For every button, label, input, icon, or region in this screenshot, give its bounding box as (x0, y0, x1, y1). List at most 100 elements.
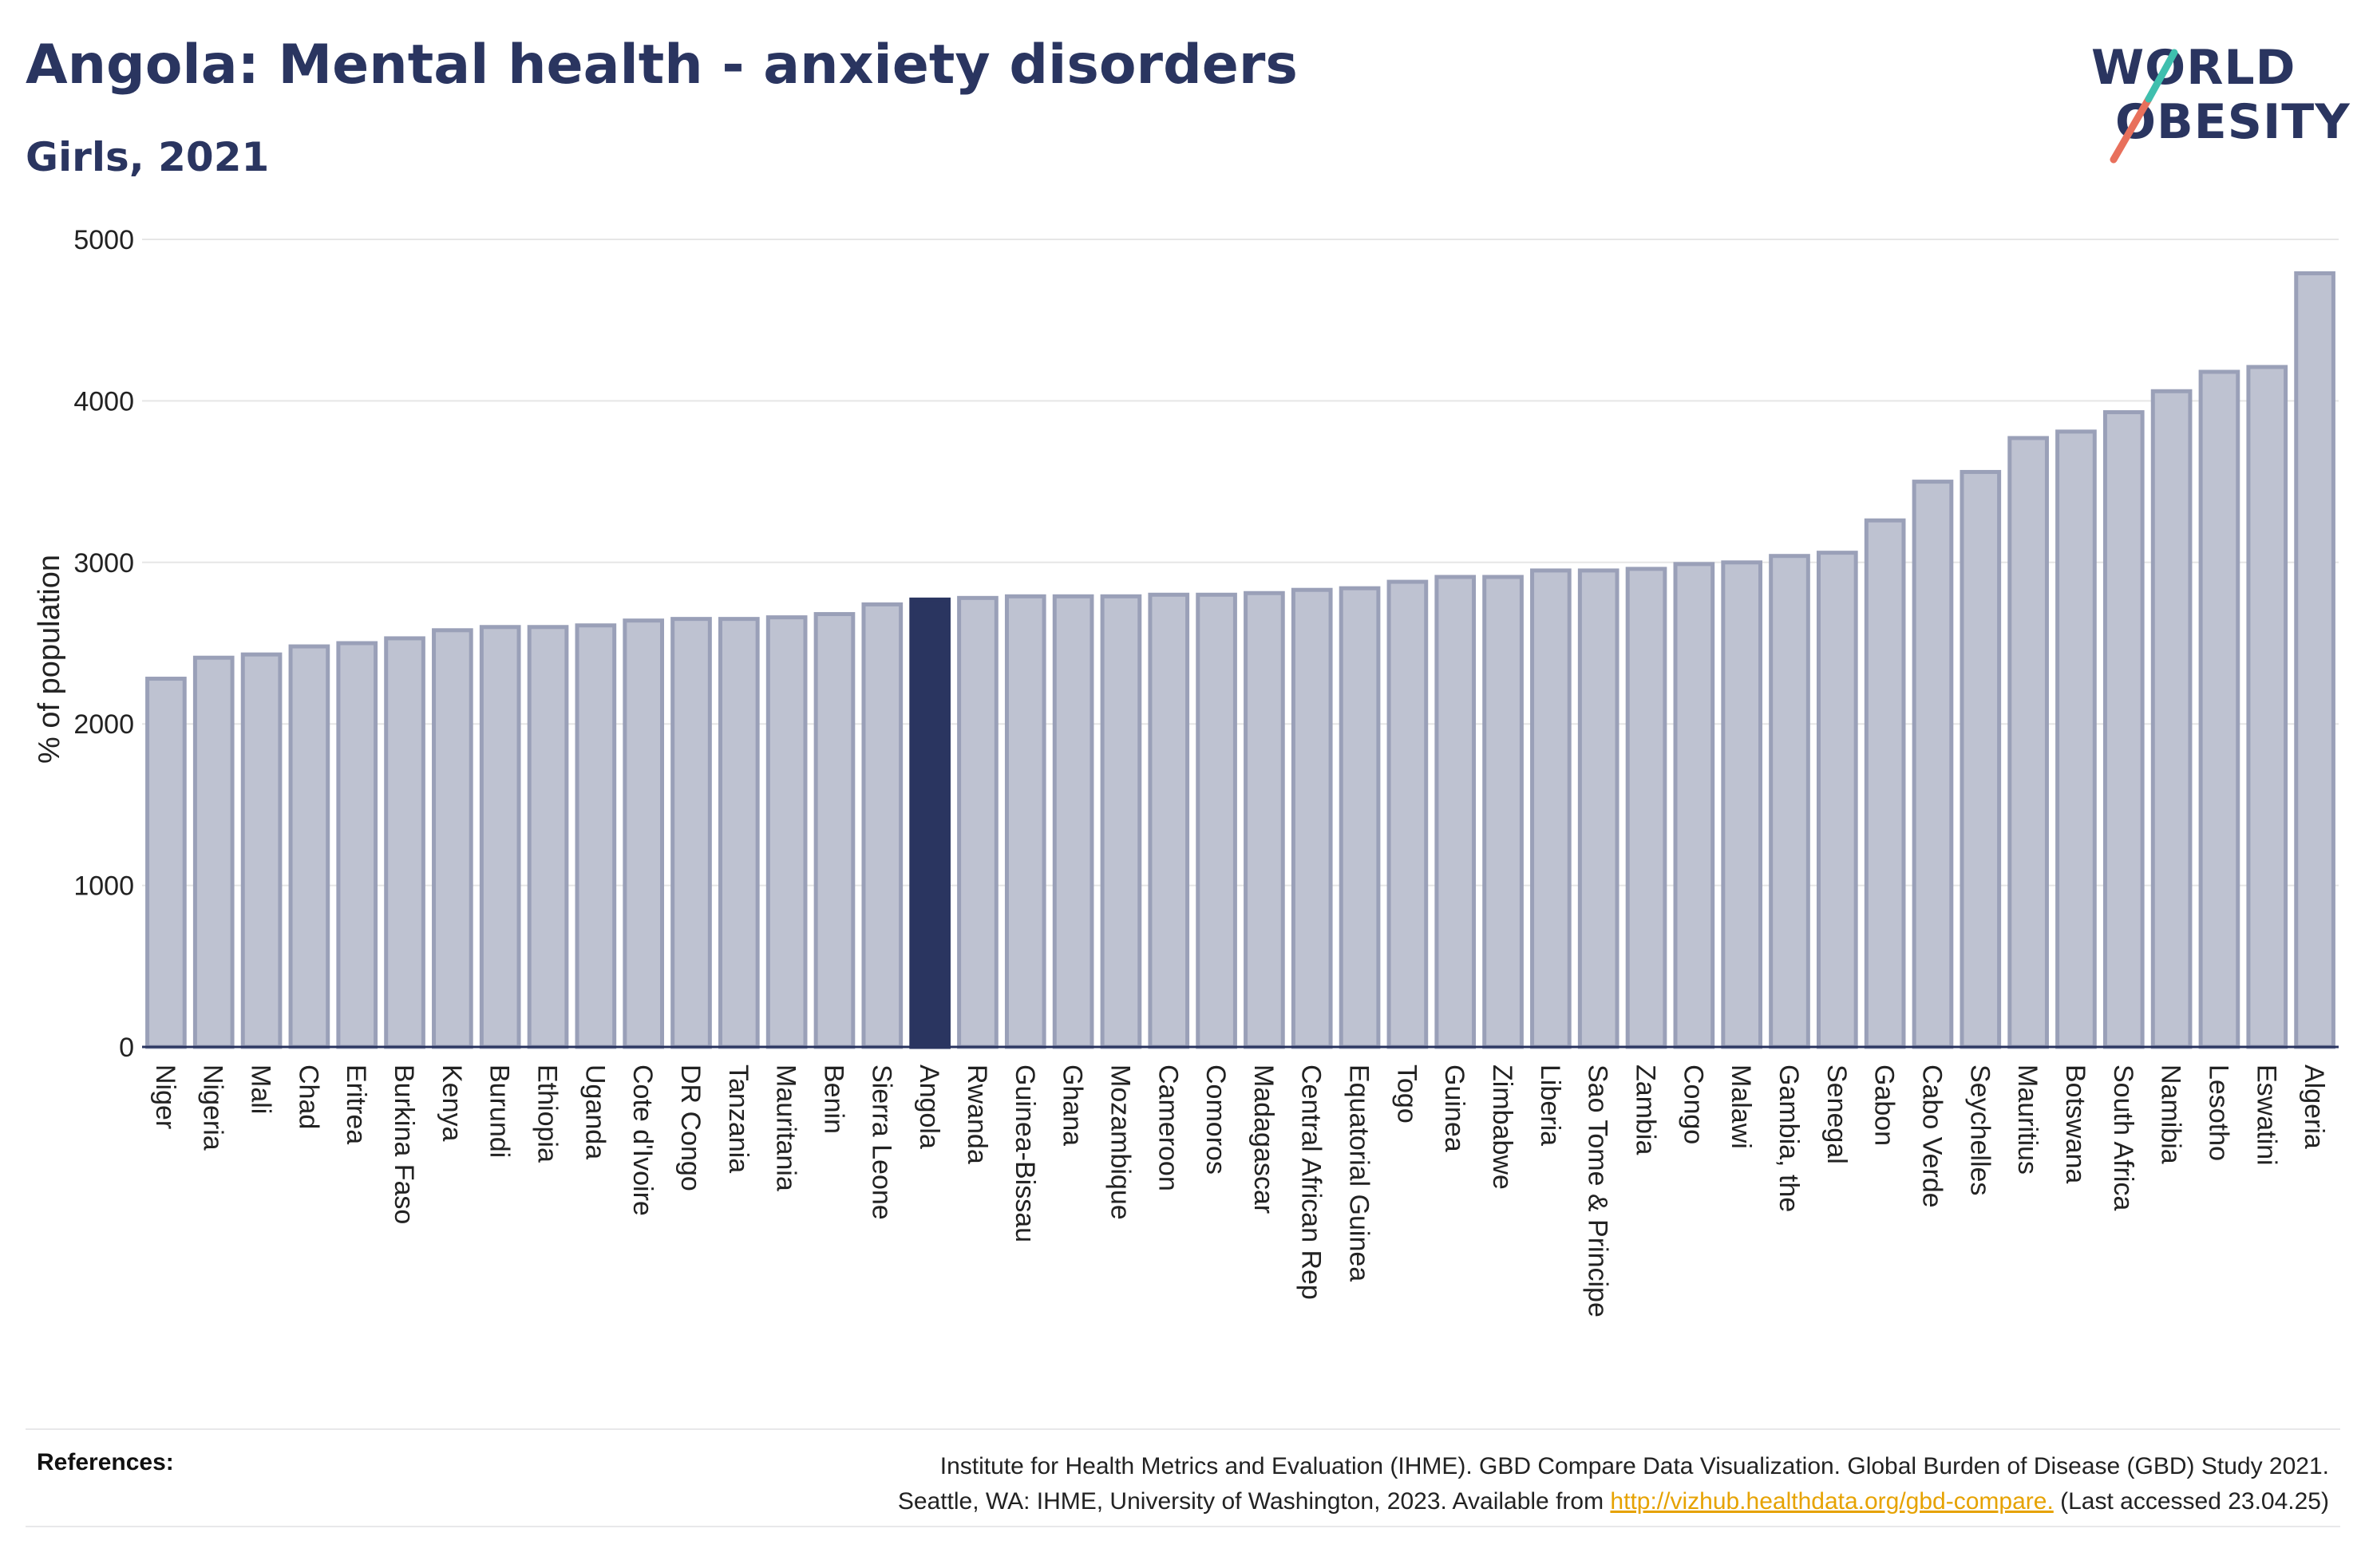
x-tick-label: Ethiopia (532, 1064, 563, 1163)
y-tick-label: 1000 (73, 871, 134, 902)
bar (1196, 592, 1237, 1049)
x-tick-label: Niger (150, 1064, 180, 1129)
x-tick-label: Benin (818, 1064, 848, 1134)
x-tick-label: Botswana (2060, 1064, 2090, 1183)
bar (813, 612, 856, 1049)
bar (2198, 369, 2240, 1049)
x-tick-label: Algeria (2299, 1064, 2329, 1149)
bar (2055, 429, 2097, 1049)
bar (670, 617, 712, 1049)
y-tick-label: 3000 (73, 548, 134, 579)
bar (1864, 518, 1906, 1049)
x-tick-label: Tanzania (723, 1064, 753, 1173)
x-tick-label: Congo (1678, 1064, 1708, 1144)
bar (1339, 586, 1381, 1049)
x-tick-label: Mozambique (1105, 1064, 1135, 1220)
x-tick-label: Mali (246, 1064, 276, 1114)
bar (1721, 560, 1763, 1049)
bar (479, 625, 521, 1049)
y-tick-label: 4000 (73, 386, 134, 417)
bar (1960, 469, 2002, 1049)
page-title: Angola: Mental health - anxiety disorder… (26, 34, 1298, 97)
references-text: Institute for Health Metrics and Evaluat… (898, 1449, 2329, 1519)
x-tick-label: Guinea-Bissau (1010, 1064, 1040, 1242)
x-tick-label: Sao Tome & Principe (1583, 1064, 1613, 1317)
y-tick-label: 5000 (73, 225, 134, 255)
bar (765, 615, 808, 1049)
x-tick-label: Mauritius (2012, 1064, 2043, 1175)
y-tick-label: 0 (119, 1033, 134, 1063)
x-tick-label: Gambia, the (1774, 1064, 1804, 1212)
reference-line-2-suffix: (Last accessed 23.04.25) (2053, 1488, 2329, 1515)
references-label: References: (37, 1449, 174, 1475)
x-tick-label: Kenya (437, 1064, 467, 1141)
bar (1577, 568, 1619, 1049)
bar (336, 641, 378, 1049)
logo-line-1: WORLD (2091, 40, 2296, 96)
page-subtitle: Girls, 2021 (26, 134, 270, 180)
x-tick-label: Cote d'Ivoire (627, 1064, 658, 1216)
x-tick-label: Zimbabwe (1487, 1064, 1517, 1190)
bar (1386, 579, 1429, 1049)
bar (957, 595, 999, 1049)
x-tick-label: Burkina Faso (389, 1064, 419, 1224)
bar (861, 602, 904, 1049)
bar (1052, 594, 1094, 1049)
bar (2150, 389, 2193, 1049)
bar (1912, 480, 1954, 1049)
bar (192, 655, 235, 1049)
bar (1148, 592, 1190, 1049)
x-tick-label: Mauritania (771, 1064, 801, 1191)
x-tick-label: South Africa (2108, 1064, 2138, 1211)
bar (575, 623, 617, 1049)
x-tick-label: Ghana (1058, 1064, 1088, 1146)
bar (1434, 575, 1477, 1049)
logo-line-2: OBESITY (2115, 94, 2351, 150)
reference-line-2: Seattle, WA: IHME, University of Washing… (898, 1484, 2329, 1519)
x-tick-label: Angola (914, 1064, 944, 1149)
bar (145, 677, 187, 1049)
bar (384, 636, 425, 1049)
bar (2007, 436, 2049, 1049)
bar (2246, 365, 2288, 1049)
x-tick-label: Rwanda (962, 1064, 992, 1164)
x-tick-label: Equatorial Guinea (1344, 1064, 1374, 1282)
x-tick-label: Malawi (1726, 1064, 1756, 1149)
x-tick-label: Guinea (1439, 1064, 1469, 1152)
x-tick-label: Namibia (2156, 1064, 2186, 1164)
bar (240, 652, 283, 1049)
x-tick-label: Senegal (1821, 1064, 1852, 1164)
bar (1004, 594, 1046, 1049)
x-tick-label: Madagascar (1248, 1064, 1279, 1214)
bar (1530, 568, 1572, 1049)
bar (527, 625, 569, 1049)
logo-slash-icon (2110, 49, 2178, 164)
bar (1482, 575, 1524, 1049)
x-tick-label: Seychelles (1964, 1064, 1995, 1195)
x-tick-label: Comoros (1200, 1064, 1231, 1175)
bar (1816, 551, 1858, 1049)
bar (623, 618, 665, 1049)
x-tick-label: Central African Rep (1296, 1064, 1327, 1300)
references-section: References: Institute for Health Metrics… (26, 1428, 2340, 1527)
bar (1244, 590, 1285, 1049)
bar (1100, 594, 1142, 1049)
x-tick-label: Lesotho (2203, 1064, 2233, 1161)
x-tick-label: Cabo Verde (1916, 1064, 1947, 1208)
x-tick-label: DR Congo (675, 1064, 706, 1191)
x-tick-label: Gabon (1869, 1064, 1900, 1146)
bar (1769, 554, 1810, 1049)
bar (1625, 567, 1667, 1049)
bar-chart: 0 1000 2000 3000 4000 5000 % of population Nige… (33, 225, 2339, 1317)
x-tick-label: Burundi (484, 1064, 515, 1158)
gbd-compare-link[interactable]: http://vizhub.healthdata.org/gbd-compare… (1610, 1488, 2054, 1515)
world-obesity-logo: WORLD OBESITY (2075, 22, 2350, 166)
bar (2294, 271, 2335, 1049)
bar (909, 597, 951, 1049)
y-tick-label: 2000 (73, 709, 134, 740)
bar (432, 628, 473, 1049)
x-tick-label: Chad (293, 1064, 323, 1129)
x-tick-label: Cameroon (1153, 1064, 1183, 1191)
x-tick-label: Uganda (579, 1064, 610, 1159)
x-tick-label: Eswatini (2251, 1064, 2281, 1166)
